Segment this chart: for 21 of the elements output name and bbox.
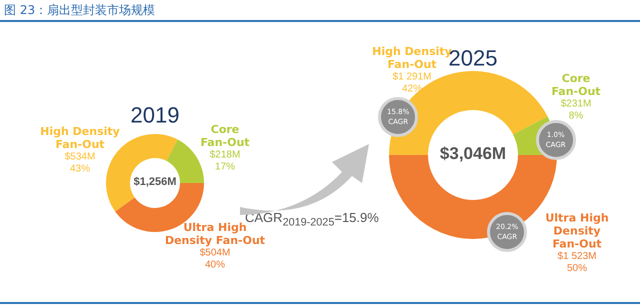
text: 50% (566, 263, 588, 274)
text: 43% (70, 164, 90, 174)
slice-label: Core Fan-Out (200, 123, 250, 149)
chart-title: 2019 (130, 102, 180, 128)
data-label: $231M (560, 98, 592, 110)
text: 40% (204, 260, 226, 270)
text: 42% (402, 84, 422, 94)
text: 17% (214, 162, 236, 172)
slice-label: High Density Fan-Out (40, 125, 120, 151)
caption: 图 23：扇出型封装市场规模 (4, 2, 156, 19)
text: $1,256M (134, 176, 176, 188)
text: $3,046M (440, 144, 506, 163)
slice-label: Ultra High Density Fan-Out (164, 221, 266, 247)
data-label: $218M (210, 150, 240, 160)
data-label: $1 291M (392, 72, 432, 82)
data-label: $504M (200, 248, 230, 258)
data-label: $1 523M (558, 251, 596, 262)
slice-label: Core Fan-Out (551, 72, 601, 98)
text: 8% (568, 110, 584, 122)
data-label: $534M (64, 152, 96, 162)
slice-label: Ultra High Density Fan-Out (545, 212, 609, 250)
